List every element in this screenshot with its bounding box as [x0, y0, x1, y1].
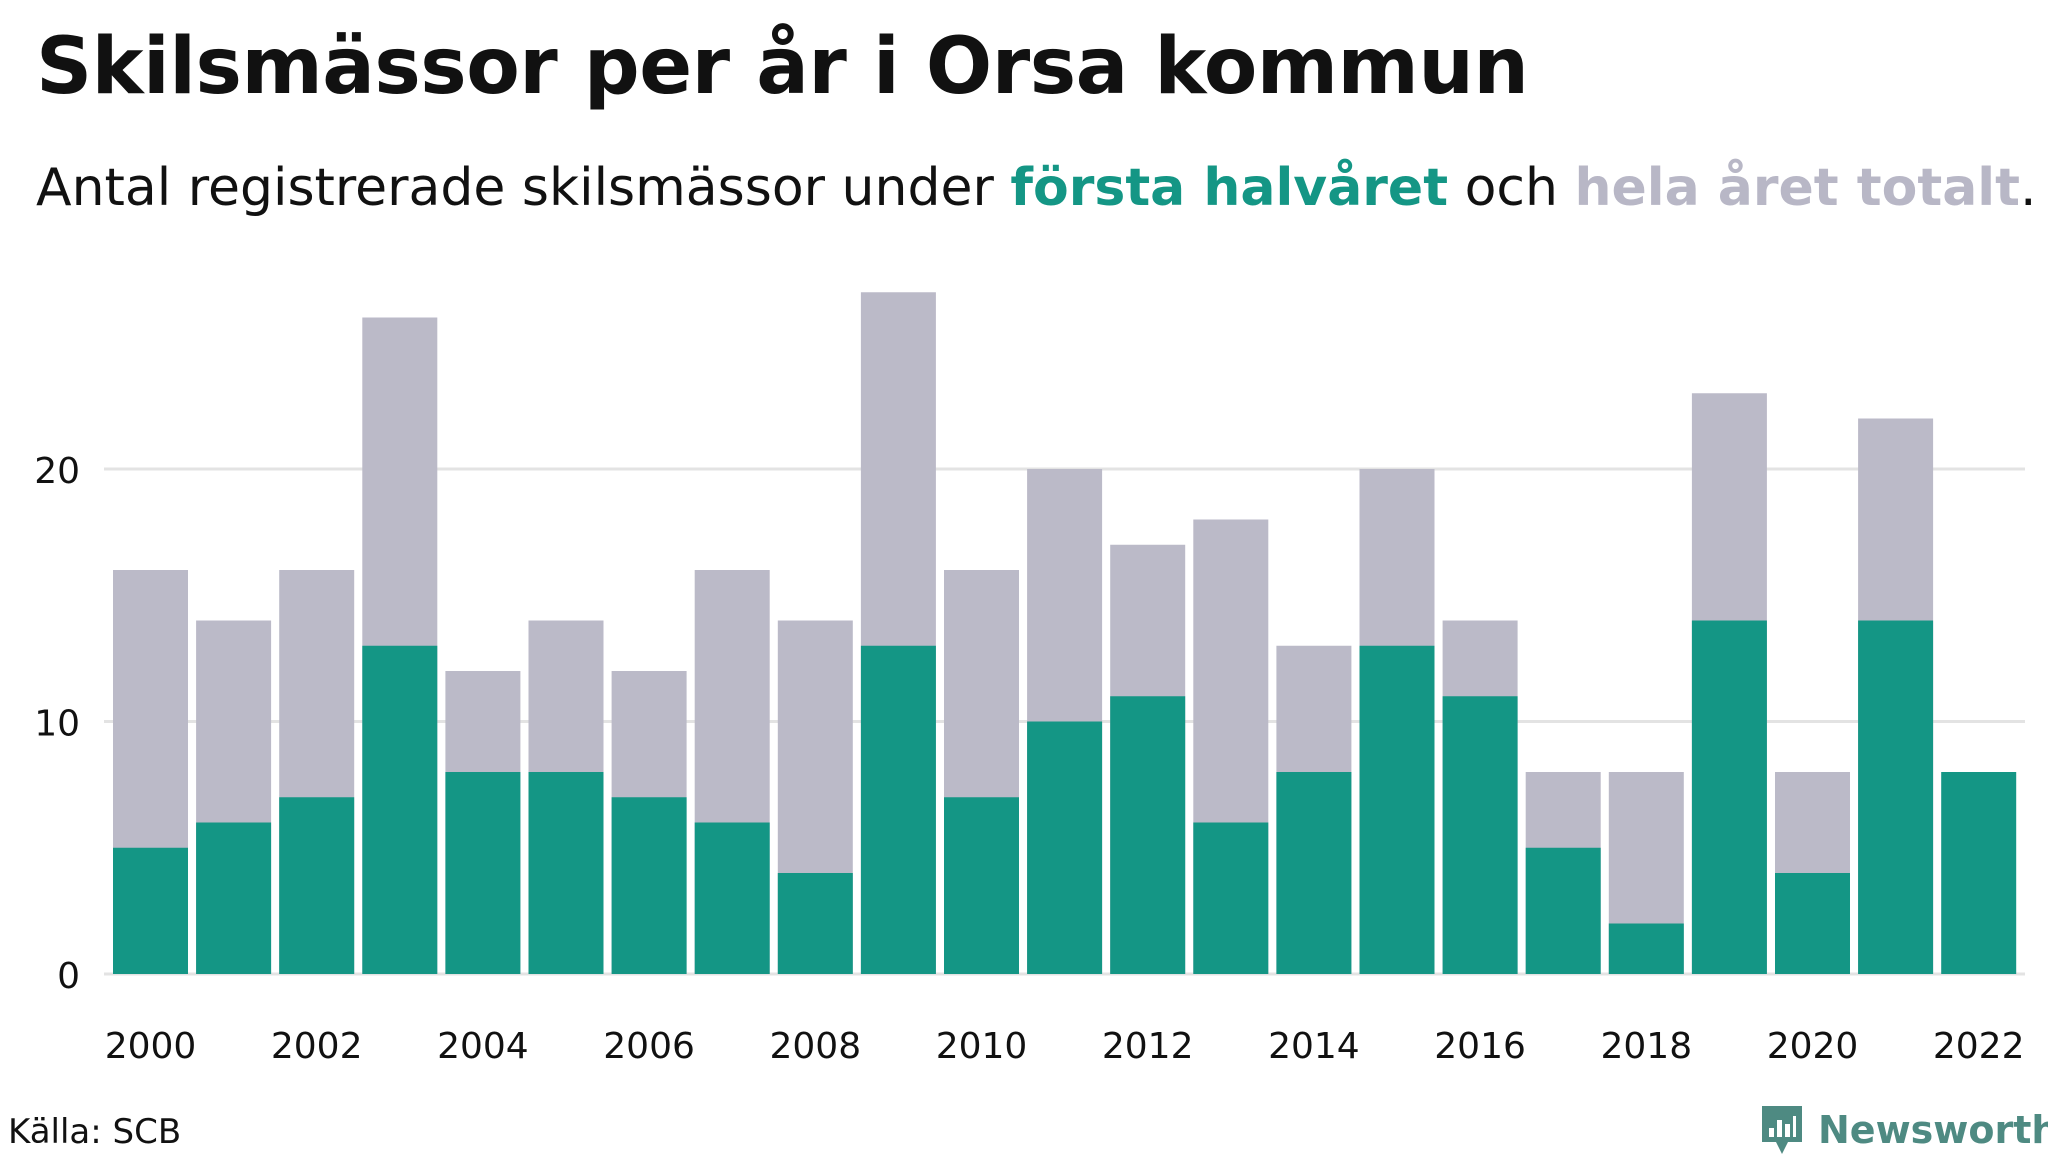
bar-first-half-2008: [777, 873, 853, 974]
x-tick-label: 2008: [769, 1026, 861, 1067]
bar-first-half-2010: [944, 797, 1019, 974]
bar-first-half-2009: [860, 645, 936, 974]
bar-first-half-2003: [362, 645, 438, 974]
bar-first-half-2012: [1110, 696, 1186, 974]
bar-first-half-2006: [611, 797, 687, 974]
bar-first-half-2017: [1525, 847, 1601, 974]
y-tick-label: 0: [57, 956, 80, 997]
bar-first-half-2015: [1359, 645, 1435, 974]
x-tick-label: 2018: [1600, 1026, 1692, 1067]
bar-first-half-2001: [196, 822, 272, 974]
x-tick-label: 2014: [1268, 1026, 1360, 1067]
bar-first-half-2002: [279, 797, 355, 974]
bar-chart: 0 10 20 2000 2002 2004 2006 2008 2010 2012 2014 201…: [34, 292, 2025, 1067]
chart-title: Skilsmässor per år i Orsa kommun: [36, 22, 1529, 112]
x-tick-label: 2006: [603, 1026, 695, 1067]
bar-first-half-2019: [1691, 620, 1767, 974]
subtitle-prefix: Antal registrerade skilsmässor under: [36, 158, 1011, 218]
bar-first-half-2011: [1027, 721, 1103, 974]
y-tick-label: 10: [34, 704, 80, 745]
bar-first-half-2005: [528, 772, 604, 974]
x-tick-label: 2000: [105, 1026, 197, 1067]
bar-first-half-2007: [694, 822, 770, 974]
bar-first-half-2000: [113, 847, 188, 974]
bar-first-half-2016: [1442, 696, 1518, 974]
brand-logo: Newsworthy: [1758, 1102, 2048, 1158]
bar-first-half-2004: [445, 772, 521, 974]
chart-subtitle: Antal registrerade skilsmässor under för…: [36, 158, 2037, 218]
x-tick-label: 2012: [1102, 1026, 1194, 1067]
bar-first-half-2020: [1775, 873, 1850, 974]
newsworthy-logo-icon: [1762, 1106, 1802, 1154]
bar-first-half-2013: [1193, 822, 1269, 974]
bar-first-half-2018: [1608, 923, 1684, 974]
x-tick-label: 2004: [437, 1026, 529, 1067]
x-tick-label: 2002: [271, 1026, 363, 1067]
subtitle-suffix: .: [2019, 158, 2037, 218]
x-tick-label: 2016: [1434, 1026, 1526, 1067]
subtitle-first-half-label: första halvåret: [1010, 158, 1449, 218]
source-label: Källa: SCB: [8, 1112, 182, 1152]
y-tick-label: 20: [34, 451, 80, 492]
x-tick-label: 2020: [1767, 1026, 1859, 1067]
bar-first-half-2021: [1858, 620, 1934, 974]
x-tick-label: 2022: [1933, 1026, 2025, 1067]
subtitle-middle: och: [1448, 158, 1575, 218]
x-tick-label: 2010: [936, 1026, 1028, 1067]
bar-first-half-2022: [1941, 772, 2017, 974]
brand-name: Newsworthy: [1818, 1108, 2048, 1152]
bar-first-half-2014: [1276, 772, 1352, 974]
subtitle-total-label: hela året totalt: [1574, 158, 2020, 218]
